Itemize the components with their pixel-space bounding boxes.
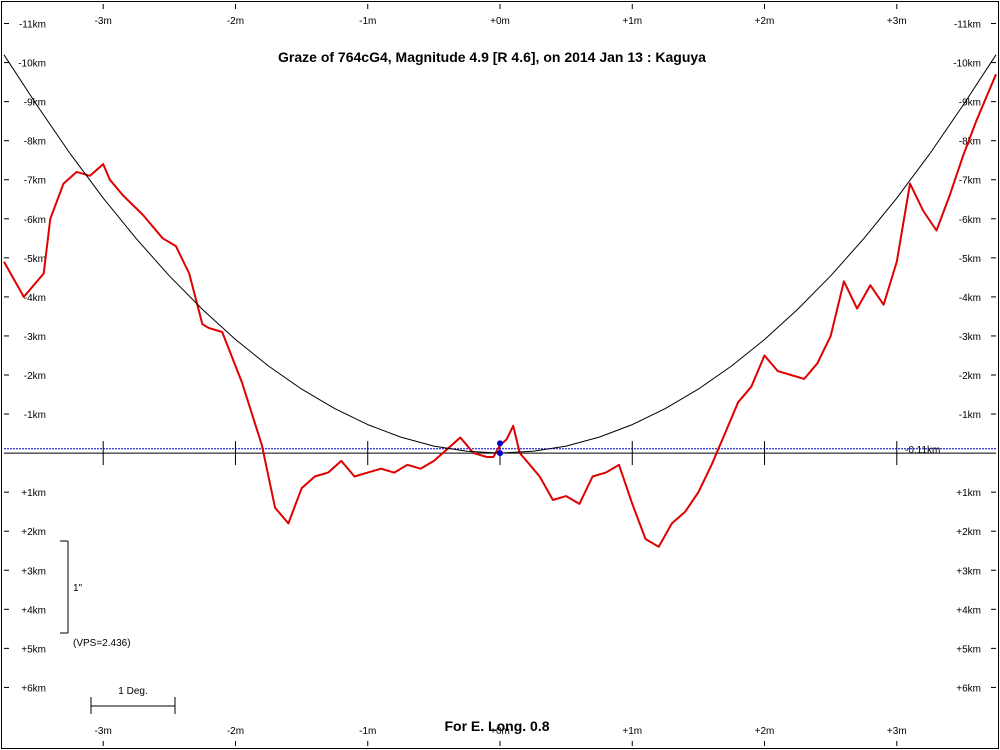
y-tick-label-right: -1km: [959, 410, 981, 421]
x-tick-label-top: -3m: [95, 16, 112, 27]
x-tick-label-bottom: +0m: [490, 726, 510, 737]
chart-title: Graze of 764cG4, Magnitude 4.9 [R 4.6], …: [278, 49, 706, 65]
x-tick-label-bottom: +2m: [755, 726, 775, 737]
y-tick-label-right: +4km: [956, 605, 981, 616]
y-tick-label-right: -11km: [954, 20, 981, 31]
limb-profile-line: [3, 73, 997, 548]
y-tick-label-right: +2km: [956, 527, 981, 538]
y-tick-label-left: -9km: [24, 98, 46, 109]
y-tick-label-left: -1km: [24, 410, 46, 421]
y-tick-label-right: +3km: [956, 566, 981, 577]
axis-layer: -3m -3m -2m -2m -1m -1m +0m +0m +1m +1m +2m +2m +3m +…: [4, 4, 996, 746]
y-tick-label-right: -2km: [959, 371, 981, 382]
y-tick-label-right: -6km: [959, 215, 981, 226]
y-tick-label-right: -3km: [959, 332, 981, 343]
y-tick-label-right: -7km: [959, 176, 981, 187]
degree-scale-label: 1 Deg.: [118, 686, 147, 697]
y-tick-label-left: -2km: [24, 371, 46, 382]
chart-footer: For E. Long. 0.8: [444, 718, 549, 734]
y-tick-label-right: -4km: [959, 293, 981, 304]
graze-curve-line: [3, 54, 997, 454]
scale-bars: 1" (VPS=2.436) 1 Deg.: [60, 540, 176, 714]
x-tick-label-top: +2m: [755, 16, 775, 27]
y-tick-label-left: -11km: [19, 20, 46, 31]
x-tick-label-bottom: -3m: [95, 726, 112, 737]
x-tick-label-top: +1m: [622, 16, 642, 27]
x-tick-label-top: -2m: [227, 16, 244, 27]
x-tick-label-top: +3m: [887, 16, 907, 27]
x-tick-label-bottom: -2m: [227, 726, 244, 737]
y-tick-label-left: -8km: [24, 137, 46, 148]
y-tick-label-left: -7km: [24, 176, 46, 187]
y-tick-label-left: +5km: [21, 644, 46, 655]
y-tick-label-left: -6km: [24, 215, 46, 226]
y-tick-label-left: +6km: [21, 683, 46, 694]
x-tick-label-bottom: +1m: [622, 726, 642, 737]
y-tick-label-right: -8km: [959, 137, 981, 148]
y-tick-label-right: -10km: [953, 59, 981, 70]
y-tick-label-right: -9km: [959, 98, 981, 109]
x-tick-label-top: +0m: [490, 16, 510, 27]
x-tick-label-bottom: -1m: [359, 726, 376, 737]
y-tick-label-left: -4km: [24, 293, 46, 304]
y-tick-label-right: +6km: [956, 683, 981, 694]
y-tick-label-left: -5km: [24, 254, 46, 265]
y-tick-label-right: -5km: [959, 254, 981, 265]
y-tick-label-left: +1km: [21, 488, 46, 499]
y-tick-label-left: +4km: [21, 605, 46, 616]
x-tick-label-bottom: +3m: [887, 726, 907, 737]
y-tick-label-right: +1km: [956, 488, 981, 499]
y-tick-label-right: +5km: [956, 644, 981, 655]
y-tick-label-left: +2km: [21, 527, 46, 538]
series-layer: [3, 54, 997, 548]
y-tick-label-left: -3km: [24, 332, 46, 343]
x-tick-label-top: -1m: [359, 16, 376, 27]
reference-line-label: -0.11km: [905, 445, 940, 456]
y-tick-label-left: +3km: [21, 566, 46, 577]
vps-label: (VPS=2.436): [73, 638, 131, 649]
event-marker: [497, 440, 503, 447]
y-tick-label-left: -10km: [18, 59, 46, 70]
arcsec-scale-label: 1": [73, 583, 83, 594]
event-marker: [497, 450, 503, 457]
